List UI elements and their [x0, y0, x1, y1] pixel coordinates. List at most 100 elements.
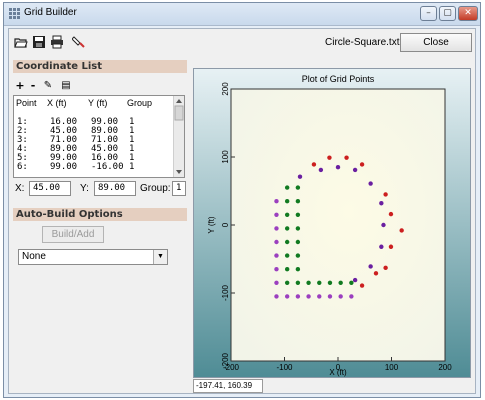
x-input[interactable]: 45.00 — [29, 181, 71, 196]
plot-title: Plot of Grid Points — [302, 74, 375, 84]
grid-plot[interactable]: Plot of Grid Points X (ft) Y (ft) -200 -1… — [194, 69, 470, 377]
grid-point[interactable] — [368, 264, 373, 269]
grid-point[interactable] — [274, 239, 279, 245]
grid-point[interactable] — [295, 253, 301, 258]
grid-point[interactable] — [295, 280, 301, 285]
column-header-group: Group — [127, 98, 153, 108]
title-bar[interactable]: Grid Builder – ▢ ✕ — [4, 3, 480, 26]
plot-area — [230, 88, 446, 362]
grid-point[interactable] — [359, 283, 365, 288]
x-axis-label: X (ft) — [329, 368, 347, 377]
table-scrollbar[interactable] — [173, 96, 184, 177]
x-tick-label: 0 — [336, 363, 341, 372]
grid-point[interactable] — [284, 239, 290, 245]
grid-point[interactable] — [274, 199, 279, 204]
grid-point[interactable] — [284, 212, 290, 217]
grid-point[interactable] — [295, 199, 301, 204]
auto-build-select[interactable]: None ▼ — [18, 249, 168, 265]
window-title: Grid Builder — [24, 7, 77, 18]
save-disk-icon[interactable] — [32, 35, 46, 49]
grid-point[interactable] — [284, 294, 290, 299]
grid-point[interactable] — [274, 294, 279, 299]
grid-point[interactable] — [274, 212, 279, 217]
edit-point-button[interactable]: ✎ — [43, 80, 53, 91]
tool-icon[interactable] — [72, 35, 86, 49]
plot-panel[interactable]: Plot of Grid Points X (ft) Y (ft) -200 -1… — [193, 68, 471, 378]
grid-point[interactable] — [379, 201, 384, 206]
y-label: Y: — [80, 183, 89, 194]
grid-point[interactable] — [284, 185, 290, 190]
grid-point[interactable] — [317, 280, 322, 285]
close-button[interactable]: Close — [400, 33, 472, 52]
grid-point[interactable] — [274, 280, 279, 285]
grid-point[interactable] — [274, 253, 279, 258]
grid-point[interactable] — [327, 294, 333, 299]
cursor-coordinates: -197.41, 160.39 — [193, 379, 263, 393]
minimize-button[interactable]: – — [420, 6, 437, 21]
print-icon[interactable] — [50, 35, 64, 49]
grid-point[interactable] — [349, 294, 354, 299]
grid-point[interactable] — [388, 244, 394, 249]
grid-point[interactable] — [383, 265, 388, 271]
grid-point[interactable] — [295, 226, 301, 231]
grid-point[interactable] — [317, 294, 322, 299]
add-point-button[interactable]: + — [15, 79, 25, 92]
grid-point[interactable] — [274, 226, 279, 231]
column-header-point: Point — [16, 98, 37, 108]
grid-point[interactable] — [311, 162, 317, 167]
grid-point[interactable] — [274, 267, 279, 272]
open-folder-icon[interactable] — [14, 35, 28, 49]
grid-point[interactable] — [318, 167, 324, 173]
column-header-y: Y (ft) — [88, 98, 108, 108]
grid-point[interactable] — [295, 212, 301, 217]
grid-point[interactable] — [295, 239, 301, 245]
grid-point[interactable] — [295, 267, 301, 272]
grid-point[interactable] — [349, 280, 354, 285]
coordinate-table[interactable]: Point X (ft) Y (ft) Group 1: 16.00 99.00… — [13, 95, 185, 178]
coordinate-list-heading: Coordinate List — [13, 60, 187, 73]
grid-point[interactable] — [306, 294, 311, 299]
y-tick-label: -100 — [221, 284, 230, 301]
y-tick-label: 100 — [221, 150, 230, 164]
grid-point[interactable] — [381, 222, 386, 228]
y-tick-label: -200 — [221, 352, 230, 369]
build-add-button[interactable]: Build/Add — [42, 226, 104, 243]
window-close-button[interactable]: ✕ — [458, 6, 478, 21]
grid-point[interactable] — [295, 294, 301, 299]
grid-point[interactable] — [388, 211, 394, 217]
grid-point[interactable] — [306, 280, 311, 285]
grid-point[interactable] — [359, 162, 365, 167]
grid-point[interactable] — [344, 155, 349, 160]
app-window: Grid Builder – ▢ ✕ Circle-Square.txt Clo… — [3, 2, 481, 398]
grid-point[interactable] — [399, 228, 404, 233]
grid-point[interactable] — [338, 280, 343, 285]
grid-point[interactable] — [368, 181, 373, 186]
grid-point[interactable] — [379, 244, 384, 249]
grid-point[interactable] — [327, 280, 333, 285]
grid-point[interactable] — [383, 192, 388, 197]
grid-point[interactable] — [373, 271, 379, 276]
grid-point[interactable] — [352, 277, 358, 283]
column-header-x: X (ft) — [47, 98, 67, 108]
grid-point[interactable] — [284, 226, 290, 231]
grid-point[interactable] — [284, 280, 290, 285]
grid-point[interactable] — [335, 165, 341, 170]
grid-point[interactable] — [297, 174, 303, 179]
remove-point-button[interactable]: - — [30, 79, 36, 92]
scroll-arrows-icon — [174, 99, 184, 174]
grid-point[interactable] — [338, 294, 343, 299]
grid-point[interactable] — [295, 185, 301, 190]
maximize-button[interactable]: ▢ — [439, 6, 456, 21]
grid-point[interactable] — [352, 167, 358, 173]
select-value: None — [22, 251, 46, 262]
grid-point[interactable] — [327, 155, 332, 160]
x-label: X: — [15, 183, 25, 194]
group-input[interactable]: 1 — [172, 181, 186, 196]
list-view-button[interactable]: ▤ — [61, 80, 71, 91]
y-input[interactable]: 89.00 — [94, 181, 136, 196]
grid-point[interactable] — [284, 199, 290, 204]
x-tick-label: 100 — [385, 363, 399, 372]
grid-point[interactable] — [284, 253, 290, 258]
main-body: Circle-Square.txt Close Coordinate List … — [8, 28, 476, 394]
grid-point[interactable] — [284, 267, 290, 272]
